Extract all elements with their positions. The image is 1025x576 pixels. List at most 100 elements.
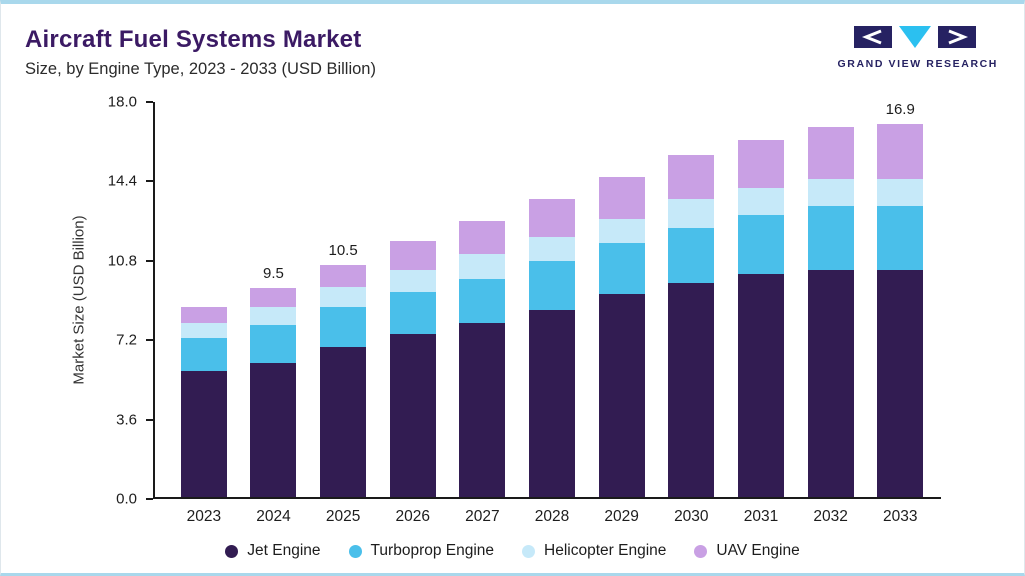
bar-segment-turboprop-engine	[668, 228, 715, 284]
bars-container: 2023 9.5 2024 10.5 2025 2026 2027 2028 2029 2030 2…	[155, 101, 941, 525]
x-axis-label: 2028	[534, 508, 570, 525]
bar-segment-jet-engine	[250, 362, 297, 497]
plot-area: 18.0 14.4 10.8 7.2 3.6 0.0 2023 9.5 2024 10.5 202…	[108, 94, 941, 525]
bar-group-2032: 2032	[796, 102, 866, 525]
stacked-bar-2032	[807, 126, 854, 497]
x-axis-label: 2029	[604, 508, 639, 525]
legend-label: UAV Engine	[716, 542, 800, 559]
stacked-bar-2024: 9.5	[250, 265, 297, 497]
bar-value-label: 10.5	[328, 242, 358, 260]
page-title: Aircraft Fuel Systems Market	[25, 26, 362, 53]
bar-segment-helicopter-engine	[180, 322, 227, 339]
x-axis-label: 2026	[395, 508, 430, 525]
x-axis-label: 2025	[325, 508, 361, 525]
bar-group-2033: 16.9 2033	[865, 101, 935, 525]
bar-segment-turboprop-engine	[180, 338, 227, 372]
grand-view-research-logo: GRAND VIEW RESEARCH	[838, 26, 999, 70]
bar-segment-jet-engine	[598, 294, 645, 497]
bar-segment-turboprop-engine	[598, 243, 645, 295]
stacked-bar-2028	[529, 199, 576, 497]
x-axis-label: 2032	[813, 508, 848, 525]
stacked-bar-2023	[180, 307, 227, 497]
legend-label: Turboprop Engine	[370, 542, 495, 559]
x-axis-label: 2027	[465, 508, 500, 525]
y-tick-mark	[146, 418, 153, 421]
bar-segment-jet-engine	[668, 283, 715, 497]
stacked-bar-2030	[668, 155, 715, 497]
x-axis-label: 2024	[256, 508, 291, 525]
y-tick-mark	[146, 339, 153, 342]
bar-group-2023: 2023	[169, 102, 239, 525]
stacked-bar-2026	[389, 241, 436, 497]
bar-segment-jet-engine	[389, 333, 436, 497]
bar-segment-uav-engine	[389, 241, 436, 270]
stacked-bar-2027	[459, 221, 506, 497]
legend-label: Helicopter Engine	[544, 542, 667, 559]
y-tick-mark	[146, 259, 153, 262]
y-tick-label: 18.0	[107, 93, 137, 111]
y-axis-title: Market Size (USD Billion)	[70, 215, 88, 385]
bar-segment-uav-engine	[529, 199, 576, 237]
bar-segment-helicopter-engine	[807, 179, 854, 206]
bar-segment-helicopter-engine	[320, 287, 367, 308]
legend-dot-helicopter-engine	[522, 544, 536, 558]
bar-segment-turboprop-engine	[250, 325, 297, 363]
legend-item-uav-engine: UAV Engine	[694, 542, 800, 560]
legend-item-turboprop-engine: Turboprop Engine	[348, 542, 495, 560]
bar-segment-helicopter-engine	[737, 188, 784, 215]
bar-group-2025: 10.5 2025	[308, 102, 378, 525]
bar-segment-jet-engine	[459, 322, 506, 497]
y-tick-mark	[146, 498, 153, 500]
bar-group-2028: 2028	[517, 102, 587, 525]
bar-segment-turboprop-engine	[320, 307, 367, 348]
grand-view-research-logo-mark	[853, 26, 976, 48]
bar-segment-jet-engine	[807, 269, 854, 497]
bar-segment-helicopter-engine	[668, 199, 715, 229]
y-tick-label: 0.0	[116, 490, 137, 508]
legend-dot-jet-engine	[225, 544, 239, 558]
bar-segment-jet-engine	[320, 347, 367, 497]
bar-group-2027: 2027	[448, 102, 518, 525]
x-axis-label: 2030	[674, 508, 709, 525]
bar-segment-uav-engine	[598, 177, 645, 220]
bar-segment-uav-engine	[737, 139, 784, 189]
header: Aircraft Fuel Systems Market Size, by En…	[25, 26, 376, 79]
y-tick-mark	[146, 101, 153, 103]
bar-segment-turboprop-engine	[877, 205, 924, 270]
bar-group-2029: 2029	[587, 102, 657, 525]
bar-segment-uav-engine	[877, 124, 924, 180]
y-tick-label: 3.6	[116, 411, 137, 429]
bar-segment-helicopter-engine	[459, 254, 506, 279]
stacked-bar-2025: 10.5	[320, 242, 367, 497]
y-tick-label: 14.4	[107, 172, 137, 190]
bar-value-label: 16.9	[885, 101, 915, 119]
bar-segment-jet-engine	[737, 274, 784, 497]
bar-group-2026: 2026	[378, 102, 448, 525]
bar-segment-helicopter-engine	[877, 179, 924, 206]
legend-item-helicopter-engine: Helicopter Engine	[522, 542, 666, 560]
bar-group-2031: 2031	[726, 102, 796, 525]
bar-segment-jet-engine	[877, 269, 924, 497]
bar-segment-jet-engine	[180, 371, 227, 497]
bar-segment-helicopter-engine	[529, 236, 576, 262]
stacked-bar-2033: 16.9	[877, 101, 924, 497]
bar-segment-turboprop-engine	[529, 261, 576, 310]
legend-dot-turboprop-engine	[348, 544, 362, 558]
x-axis-label: 2031	[743, 508, 779, 525]
x-axis-label: 2033	[882, 508, 918, 525]
legend-item-jet-engine: Jet Engine	[225, 542, 321, 560]
y-tick-label: 7.2	[116, 331, 137, 349]
bar-segment-turboprop-engine	[807, 205, 854, 270]
legend: Jet Engine Turboprop Engine Helicopter Eng…	[1, 542, 1024, 560]
y-tick-mark	[146, 180, 153, 183]
bar-segment-helicopter-engine	[598, 219, 645, 244]
bar-segment-jet-engine	[529, 309, 576, 497]
y-tick-label: 10.8	[107, 252, 137, 270]
bar-segment-turboprop-engine	[737, 214, 784, 275]
stacked-bar-2031	[737, 139, 784, 497]
bar-segment-turboprop-engine	[459, 278, 506, 323]
bar-segment-helicopter-engine	[389, 269, 436, 292]
bar-segment-uav-engine	[250, 287, 297, 308]
x-axis-label: 2023	[186, 508, 222, 525]
